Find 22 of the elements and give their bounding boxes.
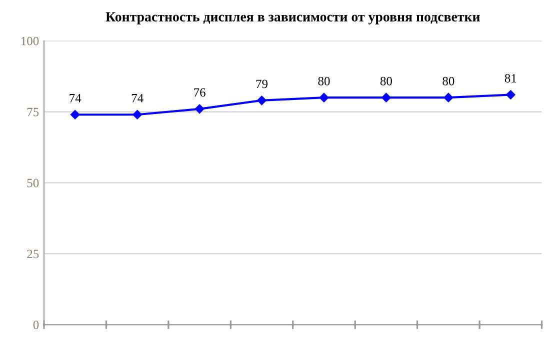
data-label: 80 (380, 76, 392, 86)
y-tick-label: 50 (27, 178, 39, 188)
data-label: 74 (132, 94, 144, 102)
data-label: 80 (318, 76, 330, 86)
y-tick-label: 25 (27, 250, 39, 258)
y-tick-label: 0 (33, 320, 39, 330)
y-tick-label: 75 (27, 108, 39, 116)
point (319, 92, 329, 102)
point (382, 92, 391, 102)
data-label: 80 (442, 76, 454, 86)
point (257, 96, 266, 106)
data-label: 81 (504, 74, 516, 82)
point (506, 90, 516, 100)
y-tick-label: 100 (21, 36, 39, 46)
point (444, 92, 454, 102)
chart-title: Контрастность дисплея в зависимости от уровня подсветки (106, 12, 480, 24)
point (70, 110, 80, 120)
point (194, 104, 204, 114)
data-label: 76 (194, 88, 206, 97)
data-label: 79 (256, 80, 268, 88)
point (132, 110, 142, 120)
data-label: 74 (70, 94, 82, 102)
